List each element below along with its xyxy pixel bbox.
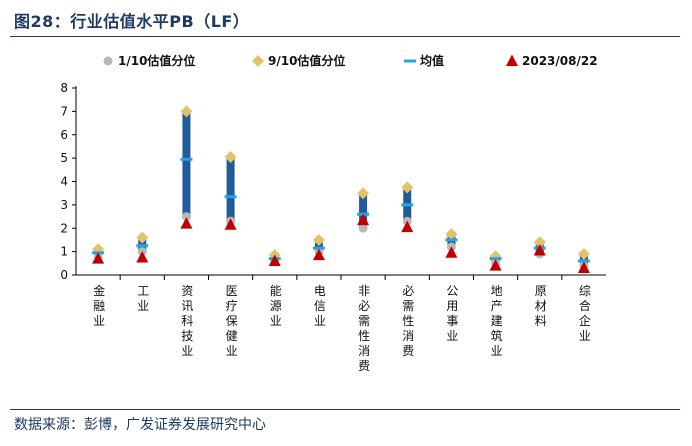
source-note: 数据来源：彭博，广发证券发展研究中心 xyxy=(14,417,266,433)
point-s4-5 xyxy=(268,254,281,266)
category-label-3: 资讯科技业 xyxy=(181,284,193,358)
point-s3-9 xyxy=(445,238,458,242)
legend-label-1: 1/10估值分位 xyxy=(118,53,195,68)
point-s2-4 xyxy=(224,150,237,163)
y-tick-label-0: 0 xyxy=(60,268,68,282)
point-s2-7 xyxy=(357,187,370,200)
point-s1-7 xyxy=(358,223,368,233)
category-label-2: 工业 xyxy=(137,284,149,313)
point-s2-3 xyxy=(180,105,193,118)
point-s4-10 xyxy=(489,259,502,271)
category-label-10: 地产建筑业 xyxy=(491,284,503,358)
range-bar-3 xyxy=(182,111,191,217)
y-tick-label-1: 1 xyxy=(60,245,68,259)
legend-marker-2 xyxy=(252,55,264,67)
legend-label-3: 均值 xyxy=(420,53,444,68)
legend-marker-1 xyxy=(103,56,113,66)
point-s4-2 xyxy=(136,250,149,263)
bottom-divider xyxy=(10,409,680,410)
point-s4-3 xyxy=(180,217,193,229)
point-s3-6 xyxy=(312,246,325,250)
category-label-9: 公用事业 xyxy=(446,284,458,343)
category-label-8: 必需性消费 xyxy=(402,284,414,358)
point-s2-2 xyxy=(136,231,149,244)
point-s4-11 xyxy=(533,243,546,256)
axes: 0 1 2 3 4 5 6 7 8 xyxy=(60,81,606,282)
point-s3-8 xyxy=(401,203,414,207)
range-bar-4 xyxy=(226,156,235,222)
point-s2-6 xyxy=(312,233,325,246)
range-bar-7 xyxy=(359,193,368,229)
point-s4-8 xyxy=(401,220,414,233)
y-tick-label-8: 8 xyxy=(60,81,68,95)
legend-marker-4 xyxy=(506,54,518,66)
point-s2-8 xyxy=(401,181,414,194)
point-s4-6 xyxy=(312,248,325,261)
category-label-7: 非必需性消费 xyxy=(358,284,370,373)
point-s2-9 xyxy=(445,228,458,241)
point-s4-4 xyxy=(224,218,237,230)
y-tick-label-6: 6 xyxy=(60,128,68,142)
y-tick-label-2: 2 xyxy=(60,221,68,235)
markers xyxy=(92,105,590,273)
y-tick-label-5: 5 xyxy=(60,151,68,165)
legend-marker-3 xyxy=(404,59,416,63)
range-bars xyxy=(94,111,588,266)
category-label-1: 金融业 xyxy=(93,283,105,328)
figure-title: 图28：行业估值水平PB（LF） xyxy=(14,12,250,31)
point-s3-10 xyxy=(489,257,502,261)
point-s3-2 xyxy=(136,244,149,248)
point-s4-1 xyxy=(92,252,105,264)
y-tick-label-4: 4 xyxy=(60,175,68,189)
point-s4-9 xyxy=(445,246,458,258)
category-label-6: 电信业 xyxy=(314,284,326,328)
point-s4-12 xyxy=(577,261,590,273)
point-s4-7 xyxy=(357,213,370,226)
y-tick-label-3: 3 xyxy=(60,198,68,212)
legend: 1/10估值分位 9/10估值分位 均值 2023/08/22 xyxy=(103,53,598,68)
legend-label-4: 2023/08/22 xyxy=(522,54,598,68)
point-s2-11 xyxy=(533,236,546,249)
pb-valuation-chart: 1/10估值分位 9/10估值分位 均值 2023/08/22 0 1 2 3 4 5 6 7 8 金… xyxy=(60,53,606,373)
top-divider xyxy=(10,36,680,37)
category-labels: 金融业 工业 资讯科技业 医疗保健业 能源业 电信业 非必需性消费 必需性消费 公用事业 地产建筑… xyxy=(93,283,591,373)
y-tick-label-7: 7 xyxy=(60,104,68,118)
point-s1-3 xyxy=(181,212,191,222)
category-label-4: 医疗保健业 xyxy=(226,284,238,358)
legend-label-2: 9/10估值分位 xyxy=(268,53,345,68)
point-s2-12 xyxy=(577,247,590,260)
point-s3-4 xyxy=(224,195,237,199)
category-label-5: 能源业 xyxy=(270,284,282,328)
category-label-11: 原材料 xyxy=(535,284,547,328)
point-s3-3 xyxy=(180,157,193,161)
point-s3-12 xyxy=(577,259,590,263)
category-label-12: 综合企业 xyxy=(579,284,591,343)
